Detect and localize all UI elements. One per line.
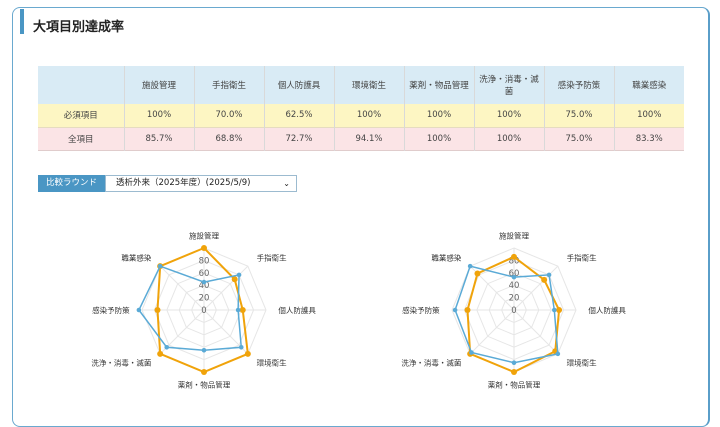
data-point xyxy=(157,350,164,357)
header-cell: 洗浄・消毒・滅菌 xyxy=(473,66,544,104)
grid-spoke xyxy=(469,309,515,355)
data-point xyxy=(546,272,552,278)
axis-label: 職業感染 xyxy=(121,252,151,262)
tick-label: 0 xyxy=(511,306,516,316)
data-point xyxy=(154,307,161,313)
data-point xyxy=(469,350,474,355)
chevron-down-icon: ⌄ xyxy=(283,179,290,188)
data-point xyxy=(157,263,163,269)
data-point xyxy=(239,307,246,313)
tick-label: 60 xyxy=(509,269,520,279)
cell: 100% xyxy=(403,104,474,127)
data-point xyxy=(511,253,517,260)
data-point xyxy=(464,307,471,313)
grid-spoke xyxy=(513,309,559,355)
cell: 75.0% xyxy=(543,127,614,150)
data-point xyxy=(164,344,170,350)
compare-round-select[interactable]: 透析外来（2025年度）(2025/5/9) ⌄ xyxy=(105,175,297,192)
compare-round-label: 比較ラウンド xyxy=(38,175,105,192)
axis-label: 感染予防策 xyxy=(92,305,130,315)
data-point xyxy=(235,307,241,313)
title-accent-bar xyxy=(20,9,24,34)
axis-label: 職業感染 xyxy=(431,252,461,262)
data-point xyxy=(201,369,207,375)
data-point xyxy=(511,274,517,280)
data-point xyxy=(231,276,238,283)
cell: 72.7% xyxy=(263,127,334,150)
header-cell: 環境衛生 xyxy=(333,66,404,104)
axis-label: 洗浄・消毒・滅菌 xyxy=(91,358,151,368)
achievement-table: 施設管理 手指衛生 個人防護具 環境衛生 薬剤・物品管理 洗浄・消毒・滅菌 感染… xyxy=(38,66,684,151)
section-title: 大項目別達成率 xyxy=(33,20,125,35)
header-cell: 施設管理 xyxy=(123,66,194,104)
radar-charts: 施設管理手指衛生個人防護具環境衛生薬剤・物品管理洗浄・消毒・滅菌感染予防策職業感… xyxy=(91,231,626,390)
cell: 100% xyxy=(473,127,544,150)
table-row-required: 必須項目 100% 70.0% 62.5% 100% 100% 100% 75.… xyxy=(38,104,684,127)
row-label: 必須項目 xyxy=(63,111,98,122)
cell: 100% xyxy=(333,104,404,127)
header-cell: 手指衛生 xyxy=(193,66,264,104)
data-point xyxy=(238,344,244,350)
data-point xyxy=(201,279,207,285)
tick-label: 20 xyxy=(199,294,210,304)
data-point xyxy=(201,348,207,353)
tick-label: 40 xyxy=(199,281,210,291)
header-cell: 感染予防策 xyxy=(543,66,614,104)
tick-label: 60 xyxy=(199,269,210,279)
data-point xyxy=(467,263,473,269)
axis-label: 薬剤・物品管理 xyxy=(488,379,541,389)
cell: 100% xyxy=(403,127,474,150)
tick-label: 80 xyxy=(199,256,210,266)
axis-label: 施設管理 xyxy=(189,231,219,241)
axis-label: 洗浄・消毒・滅菌 xyxy=(401,358,461,368)
cell: 70.0% xyxy=(193,104,264,127)
cell: 85.7% xyxy=(123,127,194,150)
tick-label: 40 xyxy=(509,281,520,291)
header-cell: 個人防護具 xyxy=(263,66,334,104)
cell: 100% xyxy=(123,104,194,127)
axis-label: 個人防護具 xyxy=(278,305,316,315)
cell: 68.8% xyxy=(193,127,264,150)
axis-label: 薬剤・物品管理 xyxy=(178,379,231,389)
data-point xyxy=(236,272,242,278)
axis-label: 感染予防策 xyxy=(402,305,440,315)
axis-label: 個人防護具 xyxy=(588,305,626,315)
axis-label: 手指衛生 xyxy=(257,252,287,262)
data-point xyxy=(511,360,517,366)
cell: 83.3% xyxy=(613,127,684,150)
axis-label: 施設管理 xyxy=(499,231,529,241)
data-point xyxy=(201,245,207,251)
data-point xyxy=(452,307,458,313)
data-point xyxy=(474,270,481,277)
cell: 62.5% xyxy=(263,104,334,127)
data-point xyxy=(244,350,251,357)
data-point xyxy=(556,307,563,313)
cell: 75.0% xyxy=(543,104,614,127)
axis-label: 環境衛生 xyxy=(567,358,597,368)
data-point xyxy=(136,307,142,313)
header-cell: 職業感染 xyxy=(613,66,684,104)
tick-label: 20 xyxy=(509,294,520,304)
axis-label: 手指衛生 xyxy=(567,252,597,262)
grid-spoke xyxy=(159,265,205,311)
tick-label: 0 xyxy=(201,306,206,316)
cell: 100% xyxy=(613,104,684,127)
compare-round-value: 透析外来（2025年度）(2025/5/9) xyxy=(116,178,251,188)
axis-label: 環境衛生 xyxy=(257,358,287,368)
data-point xyxy=(511,369,517,375)
data-point xyxy=(555,351,561,357)
tick-label: 80 xyxy=(509,256,520,266)
table-row-all: 全項目 85.7% 68.8% 72.7% 94.1% 100% 100% 75… xyxy=(38,127,684,150)
data-point xyxy=(541,276,548,283)
header-cell: 薬剤・物品管理 xyxy=(403,66,474,104)
cell: 100% xyxy=(473,104,544,127)
data-point xyxy=(552,307,557,313)
cell: 94.1% xyxy=(333,127,404,150)
row-label: 全項目 xyxy=(67,134,94,145)
table-header-row: 施設管理 手指衛生 個人防護具 環境衛生 薬剤・物品管理 洗浄・消毒・滅菌 感染… xyxy=(38,66,684,104)
